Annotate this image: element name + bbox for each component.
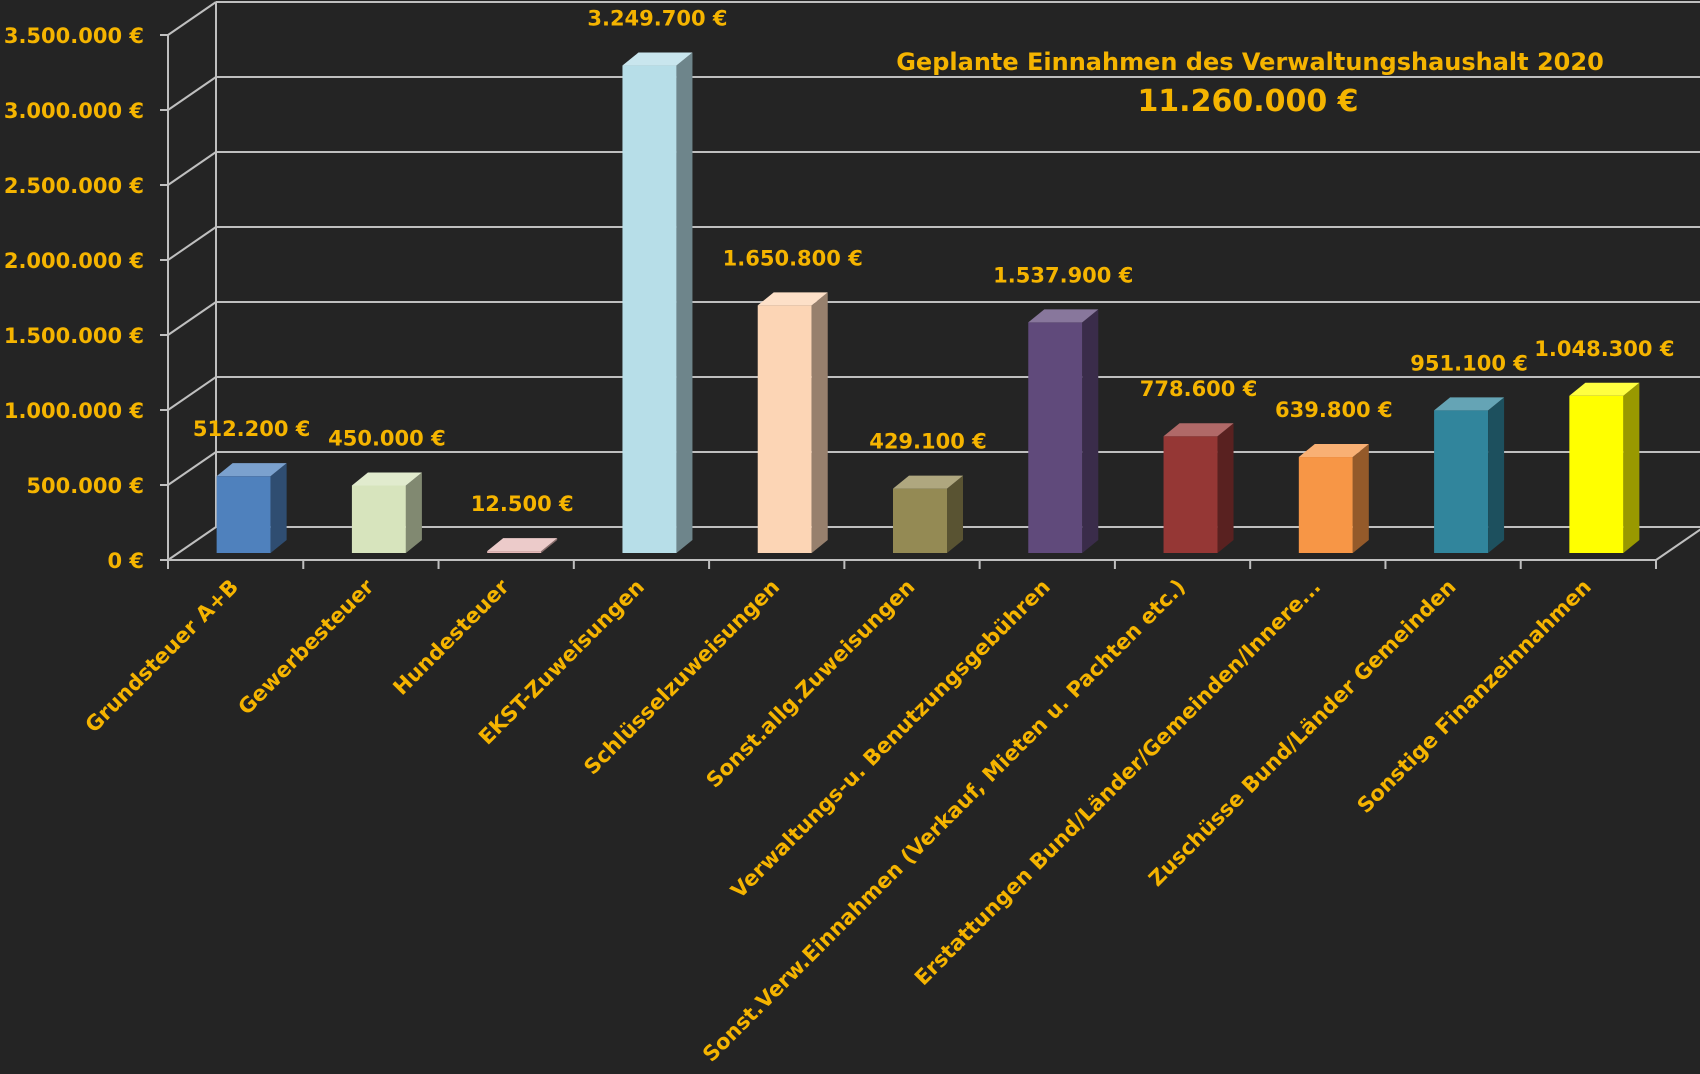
bar bbox=[1434, 397, 1505, 553]
bar bbox=[1569, 382, 1640, 553]
data-label: 512.200 € bbox=[193, 417, 311, 441]
y-tick-label: 3.500.000 € bbox=[4, 24, 144, 48]
bar bbox=[1028, 309, 1099, 553]
bar-front bbox=[757, 305, 812, 553]
bar-front bbox=[622, 65, 677, 554]
floor-right-edge bbox=[1655, 528, 1700, 561]
bar-side bbox=[405, 472, 422, 553]
x-tick-label: Gewerbesteuer bbox=[233, 574, 378, 719]
y-tick-label: 500.000 € bbox=[26, 474, 144, 498]
bar-top bbox=[1163, 423, 1234, 437]
y-tick-label: 1.500.000 € bbox=[4, 324, 144, 348]
gridline-depth bbox=[167, 1, 217, 36]
x-tick-label: Verwaltungs-u. Benutzungsgebühren bbox=[726, 575, 1054, 903]
y-tick-label: 2.500.000 € bbox=[4, 174, 144, 198]
data-label: 429.100 € bbox=[869, 430, 987, 454]
bar bbox=[487, 538, 558, 553]
gridline-depth bbox=[167, 526, 217, 561]
bar-front bbox=[1298, 457, 1353, 553]
axes: 0 € 500.000 € 1.000.000 € 1.500.000 € 2.000.… bbox=[4, 24, 1700, 573]
bar-top bbox=[487, 538, 558, 552]
gridline-depth bbox=[167, 451, 217, 486]
bar-front bbox=[893, 488, 947, 553]
bar bbox=[757, 292, 828, 553]
bar bbox=[622, 52, 693, 554]
data-label: 1.650.800 € bbox=[723, 246, 863, 270]
data-label: 951.100 € bbox=[1410, 351, 1528, 375]
y-tick-label: 2.000.000 € bbox=[4, 249, 144, 273]
x-tick-label: Grundsteuer A+B bbox=[81, 575, 244, 738]
bar-side bbox=[270, 463, 287, 553]
gridlines bbox=[167, 1, 1700, 561]
bar-top bbox=[757, 292, 828, 306]
bar-side bbox=[811, 292, 828, 553]
x-tick-label: Sonstige Finanzeinnahmen bbox=[1353, 575, 1596, 818]
gridline-depth bbox=[167, 301, 217, 336]
y-tick-label: 3.000.000 € bbox=[4, 99, 144, 123]
bar-side bbox=[947, 475, 963, 553]
bar-side bbox=[1217, 423, 1234, 553]
data-label: 1.537.900 € bbox=[993, 263, 1133, 287]
bar-side bbox=[1082, 309, 1099, 553]
x-tick-label: Hundesteuer bbox=[388, 574, 514, 700]
y-tick-label: 1.000.000 € bbox=[4, 399, 144, 423]
bar-front bbox=[1028, 322, 1083, 553]
data-label: 1.048.300 € bbox=[1534, 337, 1674, 361]
x-tick-label: Sonst.Verw.Einnahmen (Verkauf, Mieten u.… bbox=[698, 575, 1190, 1067]
bar-top bbox=[893, 475, 963, 489]
y-tick-label: 0 € bbox=[107, 549, 144, 573]
gridline-depth bbox=[167, 376, 217, 411]
bar-front bbox=[1569, 395, 1624, 553]
bar-side bbox=[1488, 397, 1505, 553]
data-label: 639.800 € bbox=[1275, 398, 1393, 422]
data-label: 778.600 € bbox=[1140, 377, 1258, 401]
bar bbox=[351, 472, 422, 553]
bar-front bbox=[351, 485, 406, 553]
bar bbox=[893, 475, 963, 553]
bar-top bbox=[351, 472, 422, 486]
bar-side bbox=[1623, 382, 1640, 553]
bar-front bbox=[1434, 410, 1489, 553]
data-label: 3.249.700 € bbox=[587, 7, 727, 31]
gridline-depth bbox=[167, 226, 217, 261]
data-label: 450.000 € bbox=[328, 427, 446, 451]
bar-top bbox=[622, 52, 693, 66]
chart-subtitle: 11.260.000 € bbox=[1137, 84, 1358, 119]
bar-top bbox=[216, 463, 287, 477]
bar-side bbox=[676, 52, 693, 554]
bar-top bbox=[1569, 382, 1640, 396]
gridline-depth bbox=[167, 76, 217, 111]
bar-front bbox=[216, 476, 271, 553]
bar-top bbox=[1434, 397, 1505, 411]
bar bbox=[1163, 423, 1234, 553]
bar-front bbox=[1163, 436, 1218, 553]
gridline-depth bbox=[167, 151, 217, 186]
data-label: 12.500 € bbox=[471, 492, 574, 516]
bar-top bbox=[1298, 444, 1369, 458]
bar-side bbox=[541, 538, 558, 553]
chart-title: Geplante Einnahmen des Verwaltungshausha… bbox=[896, 48, 1604, 76]
bar bbox=[1298, 444, 1369, 553]
bar bbox=[216, 463, 287, 553]
bar-top bbox=[1028, 309, 1099, 323]
x-tick-label: Zuschüsse Bund/Länder Gemeinden bbox=[1144, 575, 1461, 892]
bars bbox=[216, 52, 1640, 554]
bar-front bbox=[487, 551, 542, 553]
bar-side bbox=[1352, 444, 1369, 553]
